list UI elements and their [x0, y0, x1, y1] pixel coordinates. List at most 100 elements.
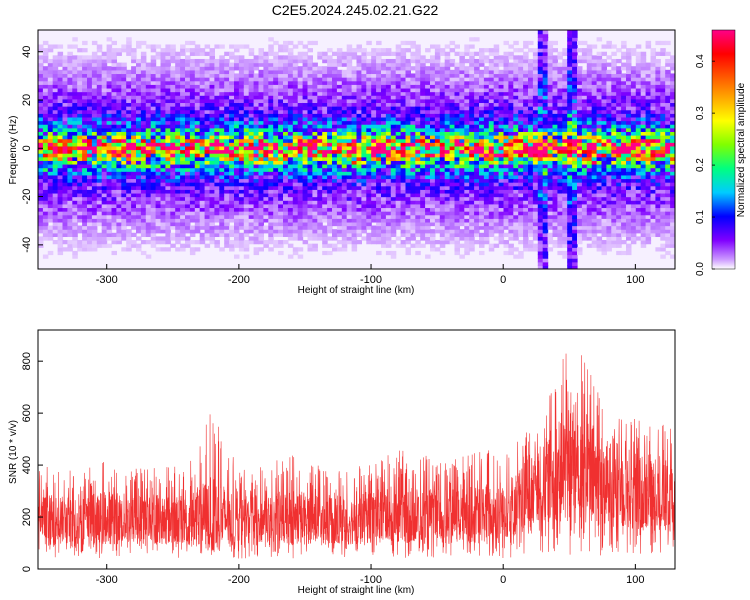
spectrogram-cell [327, 77, 333, 82]
spectrogram-cell [283, 131, 289, 136]
spectrogram-cell [336, 156, 343, 161]
spectrogram-cell [91, 236, 98, 241]
spectrogram-cell [410, 138, 416, 143]
spectrogram-cell [253, 124, 260, 129]
spectrogram-cell [150, 58, 157, 64]
spectrogram-cell [327, 250, 333, 256]
spectrogram-cell [483, 142, 490, 147]
spectrogram-cell [390, 229, 397, 234]
spectrogram-cell [366, 109, 372, 114]
spectrogram-cell [145, 163, 152, 169]
spectrogram-cell [317, 211, 323, 216]
spectrogram-cell [38, 113, 44, 118]
spectrogram-cell [131, 214, 137, 219]
spectrogram-cell [385, 192, 392, 198]
spectrogram-cell [425, 131, 431, 136]
spectrogram-cell [395, 189, 402, 194]
spectrogram-cell [332, 95, 338, 100]
spectrogram-cell [278, 174, 284, 180]
spectrogram-cell [253, 185, 260, 190]
spectrogram-cell [106, 80, 113, 85]
spectrogram-cell [317, 131, 323, 136]
spectrogram-cell [346, 84, 353, 89]
spectrogram-cell [351, 178, 358, 183]
spectrogram-cell [390, 106, 397, 111]
spectrogram-cell [121, 178, 127, 183]
spectrogram-cell [483, 185, 490, 190]
spectrogram-cell [72, 138, 78, 143]
spectrogram-cell [47, 127, 54, 132]
spectrogram-cell [47, 182, 54, 187]
spectrogram-cell [185, 73, 191, 78]
spectrogram-cell [140, 95, 147, 100]
spectrogram-cell [332, 218, 338, 223]
spectrogram-cell [116, 48, 122, 53]
spectrogram-cell [449, 95, 456, 100]
spectrogram-cell [87, 243, 93, 248]
spectrogram-cell [170, 196, 176, 201]
spectrogram-cell [268, 109, 274, 114]
spectrogram-cell [72, 178, 78, 183]
spectrogram-cell [96, 138, 103, 143]
spectrogram-cell [444, 218, 451, 223]
spectrogram-cell [87, 156, 93, 161]
spectrogram-cell [91, 102, 98, 107]
spectrogram-cell [381, 174, 387, 180]
spectrogram-cell [439, 203, 446, 209]
spectrogram-cell [189, 156, 196, 161]
spectrogram-cell [91, 55, 98, 60]
spectrogram-cell [155, 102, 162, 107]
spectrogram-cell [273, 87, 279, 93]
spectrogram-cell [425, 77, 431, 82]
spectrogram-cell [283, 196, 289, 201]
spectrogram-cell [459, 131, 465, 136]
spectrogram-cell [278, 87, 284, 93]
spectrogram-cell [356, 62, 362, 67]
spectrogram-cell [62, 145, 68, 151]
spectrogram-cell [180, 182, 186, 187]
spectrogram-cell [312, 120, 318, 125]
spectrogram-cell [302, 62, 309, 67]
spectrogram-cell [214, 185, 220, 190]
spectrogram-cell [140, 62, 147, 67]
spectrogram-cell [376, 40, 382, 46]
spectrogram-cell [346, 142, 353, 147]
spectrogram-cell [332, 120, 338, 125]
spectrogram-cell [248, 62, 255, 67]
spectrogram-cell [111, 145, 117, 151]
spectrogram-cell [405, 120, 411, 125]
spectrogram-cell [38, 80, 44, 85]
spectrogram-cell [273, 116, 279, 122]
spectrogram-cell [72, 225, 78, 230]
spectrogram-cell [351, 102, 358, 107]
spectrogram-cell [136, 135, 142, 140]
spectrogram-cell [278, 91, 284, 96]
spectrogram-cell [263, 116, 269, 122]
spectrogram-cell [57, 185, 64, 190]
spectrogram-cell [116, 211, 122, 216]
spectrogram-cell [395, 106, 402, 111]
spectrogram-cell [312, 80, 318, 85]
spectrogram-cell [268, 135, 274, 140]
spectrogram-cell [185, 66, 191, 71]
spectrogram-cell [434, 127, 441, 132]
spectrogram-cell [253, 160, 260, 165]
spectrogram-cell [72, 102, 78, 107]
spectrogram-cell [366, 106, 372, 111]
spectrogram-cell [155, 240, 162, 245]
spectrogram-cell [336, 48, 343, 53]
spectrogram-cell [400, 131, 407, 136]
spectrogram-cell [434, 73, 441, 78]
spectrogram-cell [351, 192, 358, 198]
spectrogram-cell [47, 131, 54, 136]
spectrogram-cell [385, 69, 392, 75]
spectrogram-cell [444, 109, 451, 114]
spectrogram-cell [464, 232, 470, 238]
spectrogram-cell [111, 62, 117, 67]
spectrogram-cell [312, 211, 318, 216]
spectrogram-cell [121, 91, 127, 96]
spectrogram-cell [454, 243, 460, 248]
spectrogram-cell [77, 138, 83, 143]
spectrogram-cell [57, 236, 64, 241]
spectrogram-cell [101, 214, 108, 219]
